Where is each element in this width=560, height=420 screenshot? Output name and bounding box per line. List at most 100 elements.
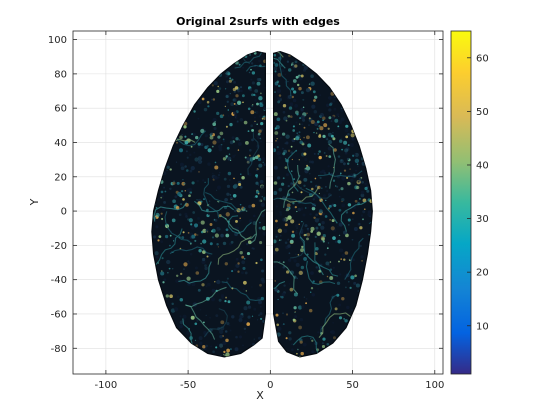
mesh-vertex — [238, 318, 243, 323]
mesh-vertex — [176, 295, 180, 299]
mesh-vertex — [303, 177, 308, 182]
mesh-vertex — [273, 165, 278, 170]
mesh-vertex — [341, 148, 344, 151]
mesh-vertex — [275, 219, 278, 223]
mesh-vertex — [225, 338, 229, 343]
mesh-vertex — [252, 247, 255, 250]
mesh-vertex — [225, 157, 228, 159]
mesh-vertex — [287, 184, 290, 188]
mesh-vertex — [252, 104, 254, 106]
mesh-vertex — [193, 223, 199, 228]
mesh-vertex — [367, 210, 372, 214]
mesh-vertex — [329, 218, 332, 221]
mesh-vertex — [332, 336, 337, 340]
mesh-vertex — [322, 240, 325, 243]
mesh-vertex — [227, 115, 230, 117]
mesh-vertex — [309, 173, 311, 175]
mesh-vertex — [239, 86, 243, 89]
mesh-vertex — [281, 292, 286, 297]
mesh-vertex — [347, 132, 350, 136]
mesh-vertex — [304, 224, 308, 228]
mesh-vertex — [285, 141, 289, 145]
mesh-vertex — [316, 250, 320, 254]
mesh-vertex — [287, 94, 293, 99]
mesh-vertex — [179, 324, 183, 329]
mesh-vertex — [302, 98, 305, 101]
mesh-vertex — [214, 233, 219, 238]
mesh-vertex — [324, 185, 327, 188]
mesh-vertex — [176, 141, 178, 144]
mesh-vertex — [322, 337, 326, 341]
y-tick-label: 40 — [54, 138, 67, 149]
mesh-vertex — [187, 261, 191, 265]
mesh-vertex — [299, 138, 302, 141]
mesh-vertex — [295, 136, 300, 141]
gyrus-edge — [234, 51, 266, 69]
mesh-vertex — [350, 308, 354, 312]
mesh-vertex — [287, 258, 292, 262]
mesh-vertex — [336, 113, 340, 117]
mesh-vertex — [318, 209, 323, 214]
mesh-vertex — [355, 283, 360, 288]
mesh-vertex — [315, 213, 319, 217]
mesh-vertex — [210, 345, 213, 348]
mesh-vertex — [237, 149, 240, 151]
mesh-vertex — [207, 148, 212, 153]
mesh-vertex — [244, 331, 247, 333]
mesh-vertex — [326, 190, 328, 192]
mesh-vertex — [347, 144, 350, 147]
mesh-vertex — [224, 330, 228, 333]
mesh-vertex — [204, 181, 206, 183]
mesh-vertex — [326, 103, 330, 107]
mesh-vertex — [215, 346, 218, 349]
mesh-vertex — [276, 80, 280, 84]
mesh-vertex — [184, 165, 187, 168]
mesh-vertex — [227, 300, 231, 304]
gyrus-edge — [211, 51, 251, 65]
mesh-vertex — [219, 172, 221, 174]
mesh-vertex — [258, 59, 262, 63]
mesh-vertex — [250, 124, 254, 128]
mesh-vertex — [325, 199, 327, 202]
mesh-vertex — [357, 180, 360, 183]
mesh-vertex — [318, 155, 322, 160]
mesh-vertex — [222, 241, 227, 246]
mesh-vertex — [229, 122, 233, 127]
mesh-vertex — [294, 315, 298, 319]
mesh-vertex — [283, 116, 288, 121]
mesh-vertex — [277, 326, 282, 331]
mesh-vertex — [238, 335, 243, 339]
mesh-vertex — [156, 211, 159, 213]
mesh-vertex — [186, 156, 189, 159]
gyrus-edge — [273, 197, 317, 207]
mesh-vertex — [211, 236, 215, 239]
mesh-vertex — [306, 232, 311, 237]
mesh-vertex — [314, 121, 319, 127]
mesh-vertex — [155, 212, 160, 218]
mesh-vertex — [297, 207, 302, 212]
mesh-vertex — [260, 140, 262, 143]
mesh-vertex — [319, 224, 321, 227]
mesh-vertex — [260, 122, 264, 126]
mesh-vertex — [296, 347, 298, 350]
left-hemisphere — [151, 50, 266, 358]
mesh-vertex — [231, 102, 233, 105]
mesh-vertex — [352, 211, 355, 215]
mesh-vertex — [217, 85, 219, 88]
mesh-vertex — [350, 178, 354, 182]
mesh-vertex — [276, 323, 280, 327]
mesh-vertex — [318, 192, 321, 195]
mesh-vertex — [341, 200, 343, 203]
mesh-vertex — [263, 196, 266, 201]
mesh-vertex — [328, 108, 332, 112]
mesh-vertex — [231, 270, 234, 273]
mesh-vertex — [178, 148, 184, 153]
mesh-vertex — [298, 159, 300, 161]
gyrus-edge — [344, 237, 364, 280]
mesh-vertex — [233, 209, 237, 213]
mesh-vertex — [200, 143, 204, 147]
mesh-vertex — [357, 165, 359, 167]
mesh-vertex — [307, 143, 312, 148]
mesh-vertex — [300, 94, 302, 96]
mesh-vertex — [363, 208, 366, 211]
